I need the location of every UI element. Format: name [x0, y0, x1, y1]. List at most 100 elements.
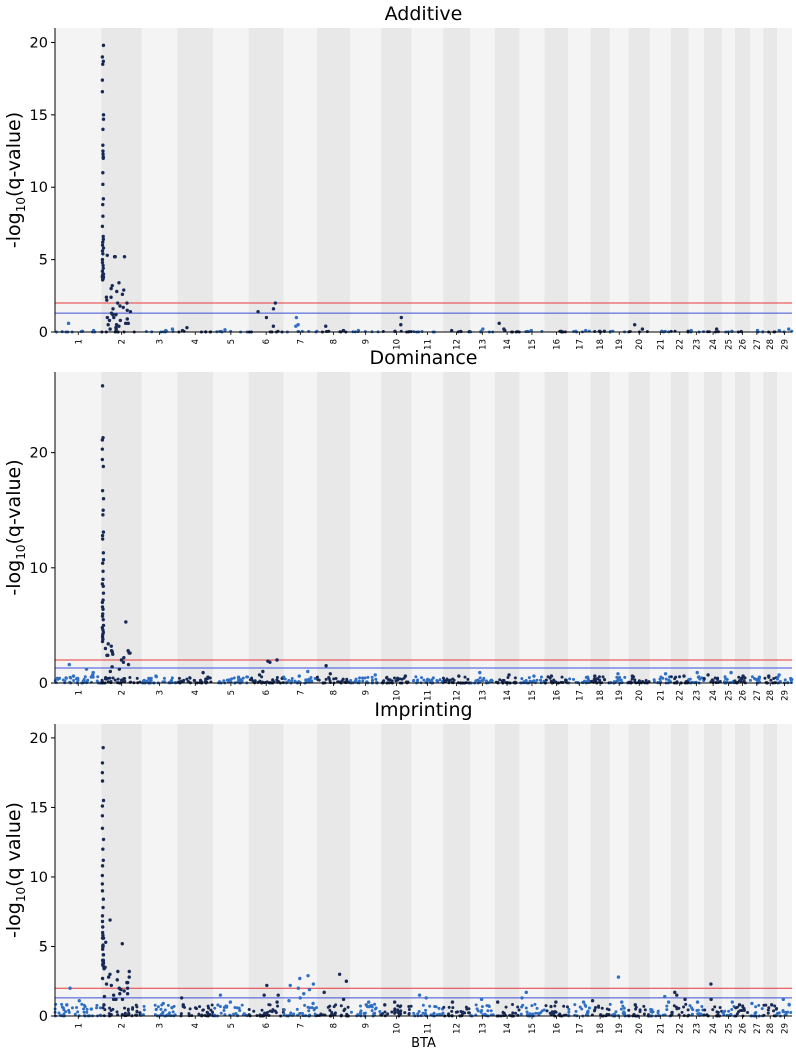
chromosome-band — [590, 372, 610, 683]
x-tick-label: 7 — [296, 1023, 306, 1028]
marker-point — [86, 678, 90, 682]
panel-title: Additive — [385, 3, 463, 25]
marker-point — [332, 677, 336, 681]
marker-point — [101, 59, 106, 63]
marker-point — [324, 324, 328, 328]
marker-point — [449, 328, 454, 333]
marker-point — [101, 276, 105, 281]
marker-point — [162, 676, 166, 680]
marker-point — [296, 986, 301, 990]
marker-point — [520, 1005, 524, 1009]
chromosome-band — [776, 372, 792, 683]
marker-point — [424, 680, 428, 684]
x-tick-label: 14 — [503, 339, 513, 350]
marker-point — [407, 1008, 411, 1012]
x-tick-label: 19 — [615, 1023, 625, 1034]
x-tick-label: 14 — [503, 1023, 513, 1034]
marker-point — [383, 1003, 387, 1007]
marker-point — [100, 814, 105, 818]
marker-point — [513, 676, 517, 680]
marker-point — [638, 1008, 642, 1012]
marker-point — [123, 679, 127, 683]
marker-point — [125, 992, 130, 996]
marker-point — [101, 266, 105, 271]
marker-point — [642, 1012, 646, 1016]
marker-point — [106, 680, 110, 684]
marker-point — [695, 1000, 700, 1004]
marker-point — [114, 997, 118, 1002]
marker-point — [540, 1009, 544, 1013]
marker-point — [417, 1009, 421, 1013]
marker-point — [222, 1006, 226, 1010]
marker-point — [750, 675, 754, 679]
marker-point — [306, 669, 310, 674]
marker-point — [691, 1008, 695, 1012]
marker-point — [100, 257, 105, 262]
chromosome-band — [141, 28, 178, 332]
marker-point — [344, 979, 349, 983]
marker-point — [101, 961, 106, 965]
marker-point — [622, 1006, 626, 1010]
marker-point — [598, 678, 602, 682]
chromosome-band — [628, 372, 650, 683]
marker-point — [362, 1011, 366, 1015]
chromosome-band — [544, 28, 569, 332]
marker-point — [108, 669, 113, 674]
marker-point — [98, 1006, 102, 1010]
x-tick-label: 17 — [575, 339, 585, 350]
chromosome-band — [609, 28, 629, 332]
marker-point — [359, 1009, 363, 1013]
marker-point — [723, 675, 727, 679]
marker-point — [170, 680, 174, 684]
marker-point — [650, 1010, 654, 1014]
marker-point — [101, 577, 105, 582]
marker-point — [119, 987, 123, 992]
marker-point — [283, 677, 287, 681]
marker-point — [451, 1006, 455, 1010]
x-tick-label: 27 — [753, 690, 763, 701]
marker-point — [549, 679, 553, 683]
marker-point — [729, 680, 733, 684]
marker-point — [640, 327, 645, 331]
chromosome-band — [283, 724, 317, 1016]
marker-point — [127, 969, 131, 974]
marker-point — [422, 678, 426, 682]
marker-point — [595, 677, 599, 681]
marker-point — [632, 323, 637, 327]
marker-point — [343, 1007, 347, 1011]
chromosome-band — [494, 724, 520, 1016]
marker-point — [310, 1006, 314, 1010]
marker-point — [302, 992, 306, 996]
marker-point — [219, 1011, 223, 1015]
marker-point — [459, 1010, 463, 1014]
marker-point — [615, 679, 619, 683]
chromosome-band — [568, 724, 591, 1016]
marker-point — [101, 897, 106, 901]
marker-point — [727, 1009, 731, 1013]
marker-point — [602, 677, 606, 681]
marker-point — [109, 679, 113, 683]
marker-point — [103, 965, 107, 970]
marker-point — [179, 996, 184, 1000]
marker-point — [171, 1010, 175, 1014]
marker-point — [725, 677, 729, 681]
marker-point — [120, 292, 125, 297]
marker-point — [207, 1006, 211, 1010]
marker-point — [519, 1012, 523, 1016]
marker-point — [233, 1006, 237, 1010]
marker-point — [549, 674, 554, 678]
x-tick-label: 1 — [74, 690, 84, 695]
marker-point — [313, 677, 317, 681]
chromosome-band — [590, 724, 610, 1016]
marker-point — [757, 1003, 761, 1007]
marker-point — [308, 1006, 312, 1010]
marker-point — [506, 675, 510, 679]
marker-point — [581, 1000, 586, 1004]
marker-point — [100, 537, 105, 541]
x-tick-label: 27 — [753, 339, 763, 350]
marker-point — [101, 508, 105, 512]
marker-point — [675, 993, 679, 997]
x-tick-label: 29 — [780, 339, 790, 350]
marker-point — [672, 1004, 676, 1008]
marker-point — [142, 1008, 146, 1012]
